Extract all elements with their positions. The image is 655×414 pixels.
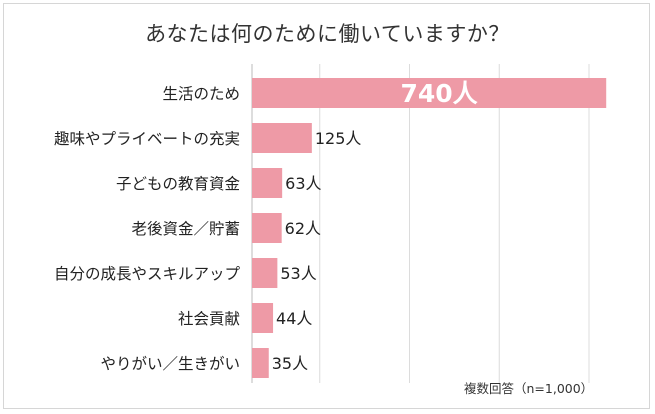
bar	[252, 258, 278, 288]
data-label: 125人	[315, 129, 362, 148]
category-label: やりがい／生きがい	[100, 355, 240, 373]
category-label: 子どもの教育資金	[116, 175, 241, 193]
data-label: 35人	[272, 354, 308, 373]
category-label: 社会貢献	[178, 310, 240, 328]
data-label: 740人	[401, 79, 478, 108]
sample-note: 複数回答（n=1,000）	[464, 381, 594, 396]
chart-frame	[3, 3, 650, 409]
category-label: 生活のため	[162, 85, 240, 103]
data-label: 63人	[285, 174, 321, 193]
data-label: 44人	[276, 309, 312, 328]
category-label: 趣味やプライベートの充実	[54, 130, 240, 148]
bar	[252, 123, 312, 153]
data-label: 62人	[285, 219, 321, 238]
bar	[252, 213, 282, 243]
bar	[252, 348, 269, 378]
bar	[252, 303, 274, 333]
category-label: 老後資金／貯蓄	[131, 220, 240, 238]
chart-title: あなたは何のために働いていますか？	[145, 22, 510, 46]
bar	[252, 78, 607, 108]
category-label: 自分の成長やスキルアップ	[54, 265, 241, 283]
data-label: 53人	[280, 264, 316, 283]
bar	[252, 168, 283, 198]
